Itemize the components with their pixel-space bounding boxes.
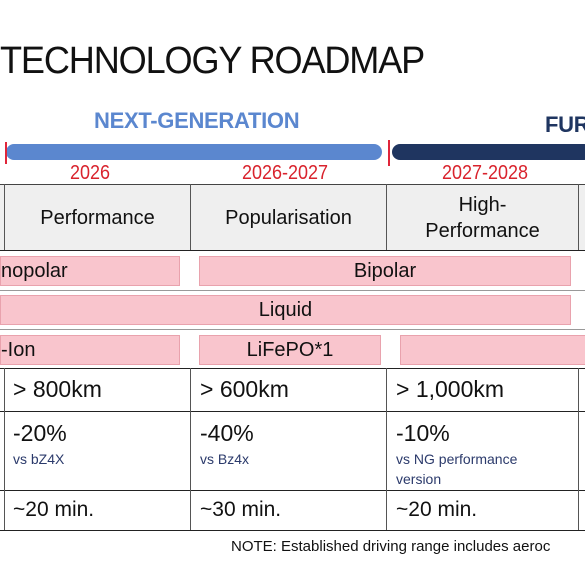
- charging-value-3: ~20 min.: [396, 498, 478, 521]
- timeline-tick: [388, 140, 390, 166]
- phase-label-next-generation: NEXT-GENERATION: [94, 108, 300, 133]
- range-value-1: > 800km: [13, 376, 102, 402]
- table-border: [0, 184, 585, 185]
- table-border: [0, 411, 585, 412]
- structure-left-bar: nopolar: [0, 256, 180, 286]
- chemistry-right-bar: [400, 335, 585, 365]
- table-border: [0, 368, 585, 369]
- phase-label-further: FUR: [545, 112, 585, 137]
- timeline-tick: [5, 142, 7, 164]
- structure-right-bar: Bipolar: [199, 256, 571, 286]
- table-divider: [4, 368, 5, 530]
- column-header-line: High-: [458, 193, 507, 216]
- year-label-3: 2027-2028: [441, 162, 529, 184]
- table-divider: [578, 184, 579, 250]
- table-border: [0, 250, 585, 251]
- column-header-popularisation: Popularisation: [225, 206, 352, 229]
- next-generation-timeline-bar: [6, 144, 382, 160]
- cost-note-2: vs Bz4x: [200, 451, 250, 467]
- table-divider: [190, 368, 191, 530]
- range-value-2: > 600km: [200, 376, 289, 402]
- table-border: [0, 530, 585, 531]
- further-timeline-bar: [392, 144, 585, 160]
- cost-value-3: -10%: [396, 420, 450, 446]
- year-label-1: 2026: [69, 162, 111, 184]
- table-divider: [386, 184, 387, 250]
- charging-value-2: ~30 min.: [200, 498, 282, 521]
- table-divider: [4, 184, 5, 250]
- electrolyte-bar: Liquid: [0, 295, 571, 325]
- cost-value-1: -20%: [13, 420, 67, 446]
- table-border: [0, 329, 585, 330]
- cost-note-3: vs NG performance version: [396, 451, 518, 487]
- table-divider: [190, 184, 191, 250]
- table-border: [0, 490, 585, 491]
- cost-value-2: -40%: [200, 420, 254, 446]
- chemistry-mid-bar: LiFePO*1: [199, 335, 381, 365]
- column-header-performance: Performance: [40, 206, 155, 229]
- column-header-line: Performance: [425, 219, 540, 242]
- table-header-background: [0, 185, 585, 250]
- chemistry-left-bar: -Ion: [0, 335, 180, 365]
- cost-note-1: vs bZ4X: [13, 451, 65, 467]
- table-border: [0, 290, 585, 291]
- page-title: TECHNOLOGY ROADMAP: [0, 40, 425, 82]
- table-divider: [578, 368, 579, 530]
- column-header-high-performance: High- Performance: [387, 185, 578, 250]
- table-divider: [386, 368, 387, 530]
- charging-value-1: ~20 min.: [13, 498, 95, 521]
- year-label-2: 2026-2027: [241, 162, 329, 184]
- range-value-3: > 1,000km: [396, 376, 505, 402]
- footnote: NOTE: Established driving range includes…: [231, 538, 551, 555]
